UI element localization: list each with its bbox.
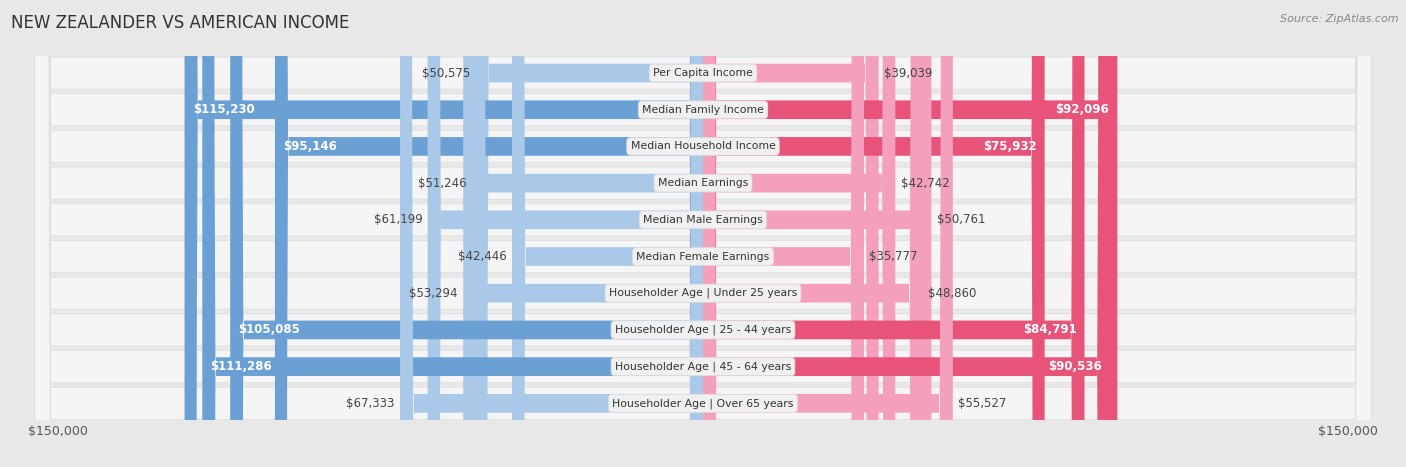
Text: $50,761: $50,761 xyxy=(936,213,986,226)
Text: $42,446: $42,446 xyxy=(458,250,506,263)
FancyBboxPatch shape xyxy=(703,0,1111,467)
FancyBboxPatch shape xyxy=(703,0,922,467)
Text: $50,575: $50,575 xyxy=(422,66,470,79)
FancyBboxPatch shape xyxy=(35,0,1371,467)
Text: Median Earnings: Median Earnings xyxy=(658,178,748,188)
FancyBboxPatch shape xyxy=(35,0,1371,467)
Text: $92,096: $92,096 xyxy=(1056,103,1109,116)
Text: Median Household Income: Median Household Income xyxy=(630,142,776,151)
Text: $105,085: $105,085 xyxy=(238,324,299,336)
FancyBboxPatch shape xyxy=(35,0,1371,467)
Text: Source: ZipAtlas.com: Source: ZipAtlas.com xyxy=(1281,14,1399,24)
Text: NEW ZEALANDER VS AMERICAN INCOME: NEW ZEALANDER VS AMERICAN INCOME xyxy=(11,14,350,32)
Text: $35,777: $35,777 xyxy=(869,250,918,263)
FancyBboxPatch shape xyxy=(276,0,703,467)
FancyBboxPatch shape xyxy=(35,0,1371,467)
Text: Median Female Earnings: Median Female Earnings xyxy=(637,252,769,262)
Text: Median Male Earnings: Median Male Earnings xyxy=(643,215,763,225)
FancyBboxPatch shape xyxy=(202,0,703,467)
Text: $51,246: $51,246 xyxy=(419,177,467,190)
Text: $61,199: $61,199 xyxy=(374,213,422,226)
FancyBboxPatch shape xyxy=(512,0,703,467)
FancyBboxPatch shape xyxy=(427,0,703,467)
FancyBboxPatch shape xyxy=(35,0,1371,467)
Text: $67,333: $67,333 xyxy=(346,397,395,410)
Text: $115,230: $115,230 xyxy=(193,103,254,116)
FancyBboxPatch shape xyxy=(184,0,703,467)
FancyBboxPatch shape xyxy=(703,0,1118,467)
FancyBboxPatch shape xyxy=(703,0,931,467)
Text: Per Capita Income: Per Capita Income xyxy=(652,68,754,78)
Text: Householder Age | Under 25 years: Householder Age | Under 25 years xyxy=(609,288,797,298)
FancyBboxPatch shape xyxy=(703,0,863,467)
Text: $111,286: $111,286 xyxy=(211,360,273,373)
FancyBboxPatch shape xyxy=(475,0,703,467)
Text: $48,860: $48,860 xyxy=(928,287,977,300)
Text: $84,791: $84,791 xyxy=(1022,324,1077,336)
Text: Householder Age | 45 - 64 years: Householder Age | 45 - 64 years xyxy=(614,361,792,372)
Text: Householder Age | Over 65 years: Householder Age | Over 65 years xyxy=(612,398,794,409)
FancyBboxPatch shape xyxy=(463,0,703,467)
Text: $95,146: $95,146 xyxy=(283,140,337,153)
FancyBboxPatch shape xyxy=(703,0,1084,467)
Text: $42,742: $42,742 xyxy=(901,177,949,190)
Text: $55,527: $55,527 xyxy=(959,397,1007,410)
FancyBboxPatch shape xyxy=(703,0,1045,467)
FancyBboxPatch shape xyxy=(231,0,703,467)
FancyBboxPatch shape xyxy=(35,0,1371,467)
Text: Householder Age | 25 - 44 years: Householder Age | 25 - 44 years xyxy=(614,325,792,335)
FancyBboxPatch shape xyxy=(35,0,1371,467)
FancyBboxPatch shape xyxy=(472,0,703,467)
FancyBboxPatch shape xyxy=(35,0,1371,467)
Text: Median Family Income: Median Family Income xyxy=(643,105,763,115)
FancyBboxPatch shape xyxy=(35,0,1371,467)
FancyBboxPatch shape xyxy=(35,0,1371,467)
Text: $150,000: $150,000 xyxy=(28,425,89,439)
FancyBboxPatch shape xyxy=(703,0,896,467)
FancyBboxPatch shape xyxy=(703,0,879,467)
Text: $53,294: $53,294 xyxy=(409,287,458,300)
Text: $39,039: $39,039 xyxy=(884,66,932,79)
Text: $90,536: $90,536 xyxy=(1049,360,1102,373)
Text: $150,000: $150,000 xyxy=(1317,425,1378,439)
FancyBboxPatch shape xyxy=(401,0,703,467)
FancyBboxPatch shape xyxy=(703,0,953,467)
Text: $75,932: $75,932 xyxy=(983,140,1036,153)
Legend: New Zealander, American: New Zealander, American xyxy=(0,463,136,467)
